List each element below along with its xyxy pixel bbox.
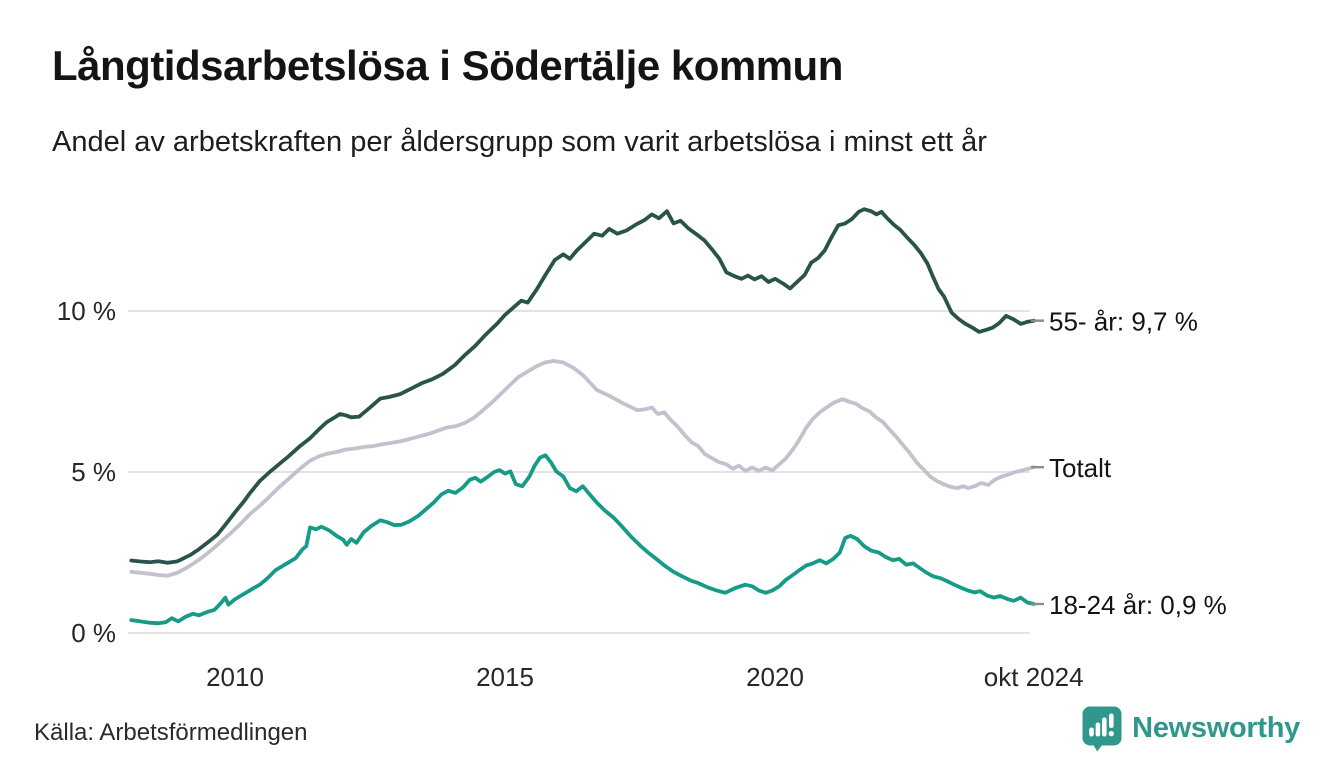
source-note: Källa: Arbetsförmedlingen	[34, 719, 308, 746]
series-line-18-24	[129, 453, 1036, 626]
page-subtitle: Andel av arbetskraften per åldersgrupp s…	[52, 126, 987, 158]
logo-bar-1	[1089, 727, 1094, 737]
gridlines	[128, 310, 1030, 634]
newsworthy-logo-icon	[1082, 706, 1122, 752]
series-end-labels: Totalt 18-24 år: 0,9 % 55- år: 9,7 %	[1031, 307, 1227, 620]
newsworthy-logo: Newsworthy	[1081, 705, 1300, 752]
page-title: Långtidsarbetslösa i Södertälje kommun	[52, 42, 843, 89]
y-tick-10: 10 %	[57, 296, 116, 326]
logo-bar-3	[1102, 717, 1107, 737]
x-tick-okt-2024: okt 2024	[984, 662, 1084, 692]
y-tick-5: 5 %	[71, 457, 116, 487]
totalt-end-label: Totalt	[1049, 453, 1112, 483]
x-axis-tick-labels: 2010 2015 2020 okt 2024	[206, 662, 1083, 692]
x-tick-2010: 2010	[206, 662, 264, 692]
x-tick-2015: 2015	[476, 662, 534, 692]
series-line-totalt	[129, 358, 1036, 578]
18-24-end-label: 18-24 år: 0,9 %	[1049, 590, 1227, 620]
logo-bar-2	[1095, 722, 1101, 737]
logo-exclamation-bar	[1109, 713, 1114, 728]
y-tick-0: 0 %	[71, 618, 116, 648]
y-axis-tick-labels: 0 % 5 % 10 %	[57, 296, 116, 648]
logo-exclamation-dot	[1108, 731, 1115, 737]
series-line-55	[129, 207, 1036, 565]
x-tick-2020: 2020	[746, 662, 804, 692]
55-end-label: 55- år: 9,7 %	[1049, 307, 1198, 337]
newsworthy-wordmark: Newsworthy	[1132, 712, 1300, 744]
